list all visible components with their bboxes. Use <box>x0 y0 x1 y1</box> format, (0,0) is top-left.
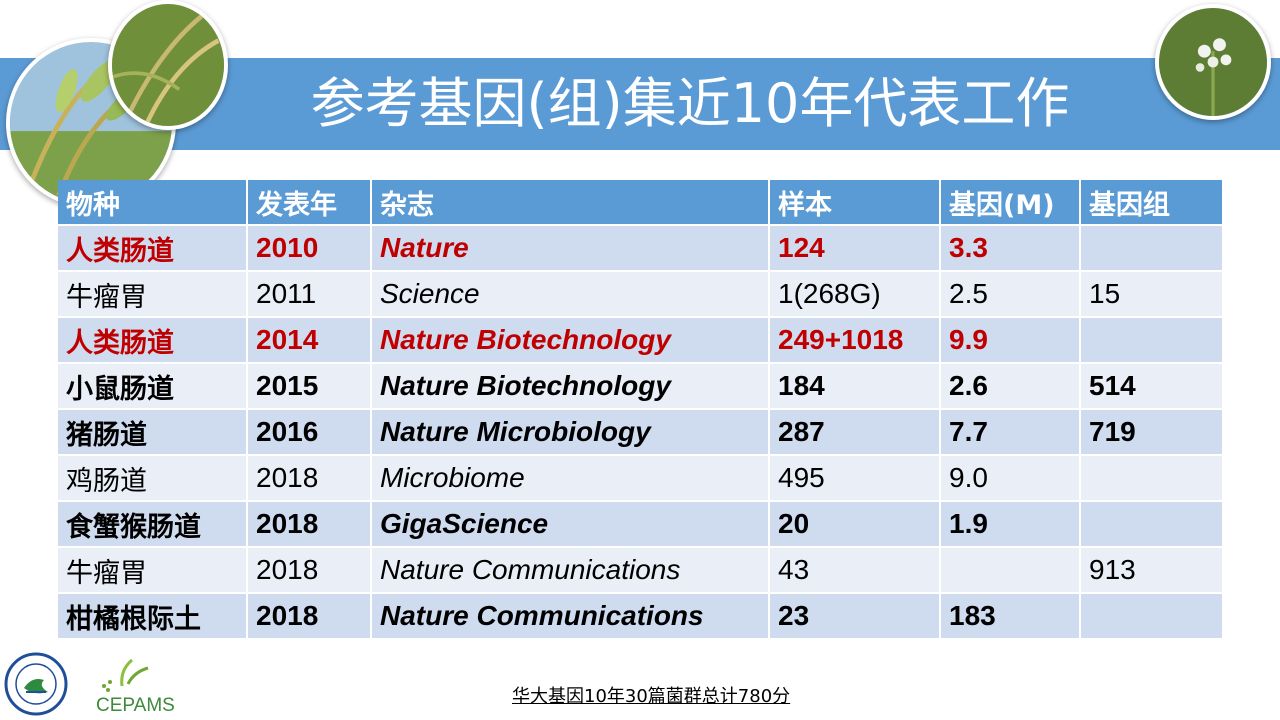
cell-year: 2015 <box>248 364 370 408</box>
rice-photo <box>108 0 228 130</box>
table-header-row: 物种 发表年 杂志 样本 基因(M) 基因组 <box>58 180 1222 224</box>
cell-genomes: 719 <box>1081 410 1222 454</box>
cell-genes <box>941 548 1079 592</box>
table-row: 牛瘤胃 2018 Nature Communications 43 913 <box>58 548 1222 592</box>
cell-year: 2010 <box>248 226 370 270</box>
cell-year: 2016 <box>248 410 370 454</box>
cell-journal: Nature Biotechnology <box>372 364 768 408</box>
cell-year: 2018 <box>248 548 370 592</box>
header-genes: 基因(M) <box>941 180 1079 224</box>
header-samples: 样本 <box>770 180 939 224</box>
cell-genomes <box>1081 502 1222 546</box>
cell-samples: 184 <box>770 364 939 408</box>
header-genomes: 基因组 <box>1081 180 1222 224</box>
cepams-logo <box>92 656 164 718</box>
cell-species: 鸡肠道 <box>58 456 246 500</box>
cell-journal: Nature <box>372 226 768 270</box>
cell-samples: 124 <box>770 226 939 270</box>
cell-species: 柑橘根际土 <box>58 594 246 638</box>
footnote: 华大基因10年30篇菌群总计780分 <box>512 686 791 707</box>
cell-samples: 495 <box>770 456 939 500</box>
table-row: 食蟹猴肠道 2018 GigaScience 20 1.9 <box>58 502 1222 546</box>
cell-species: 牛瘤胃 <box>58 272 246 316</box>
cepams-logo-text: CEPAMS <box>96 695 175 716</box>
header-journal: 杂志 <box>372 180 768 224</box>
caas-logo <box>4 652 68 716</box>
cell-genes: 3.3 <box>941 226 1079 270</box>
cell-genomes: 514 <box>1081 364 1222 408</box>
cell-genomes: 15 <box>1081 272 1222 316</box>
cell-journal: Microbiome <box>372 456 768 500</box>
flower-photo <box>1155 4 1271 120</box>
cell-journal: Nature Biotechnology <box>372 318 768 362</box>
header-year: 发表年 <box>248 180 370 224</box>
reference-gene-table: 物种 发表年 杂志 样本 基因(M) 基因组 人类肠道 2010 Nature 124… <box>56 178 1224 640</box>
cell-year: 2011 <box>248 272 370 316</box>
cell-year: 2014 <box>248 318 370 362</box>
cell-genomes <box>1081 594 1222 638</box>
cell-journal: Nature Microbiology <box>372 410 768 454</box>
table-row: 猪肠道 2016 Nature Microbiology 287 7.7 719 <box>58 410 1222 454</box>
cell-species: 小鼠肠道 <box>58 364 246 408</box>
cell-genomes <box>1081 318 1222 362</box>
cell-species: 牛瘤胃 <box>58 548 246 592</box>
cell-species: 食蟹猴肠道 <box>58 502 246 546</box>
cell-year: 2018 <box>248 502 370 546</box>
cell-genes: 9.9 <box>941 318 1079 362</box>
cell-samples: 249+1018 <box>770 318 939 362</box>
table-row: 牛瘤胃 2011 Science 1(268G) 2.5 15 <box>58 272 1222 316</box>
table-body: 人类肠道 2010 Nature 124 3.3 牛瘤胃 2011 Science 1(268G… <box>58 226 1222 638</box>
table-row: 鸡肠道 2018 Microbiome 495 9.0 <box>58 456 1222 500</box>
cell-samples: 287 <box>770 410 939 454</box>
cell-genes: 9.0 <box>941 456 1079 500</box>
slide-title: 参考基因(组)集近10年代表工作 <box>310 72 1070 135</box>
cell-species: 猪肠道 <box>58 410 246 454</box>
cell-journal: Science <box>372 272 768 316</box>
cell-genes: 1.9 <box>941 502 1079 546</box>
cell-journal: GigaScience <box>372 502 768 546</box>
cell-samples: 23 <box>770 594 939 638</box>
table-row: 小鼠肠道 2015 Nature Biotechnology 184 2.6 514 <box>58 364 1222 408</box>
cell-year: 2018 <box>248 456 370 500</box>
cell-genes: 2.6 <box>941 364 1079 408</box>
cell-samples: 43 <box>770 548 939 592</box>
cell-journal: Nature Communications <box>372 594 768 638</box>
cell-samples: 20 <box>770 502 939 546</box>
cell-samples: 1(268G) <box>770 272 939 316</box>
cell-genomes: 913 <box>1081 548 1222 592</box>
cell-genomes <box>1081 226 1222 270</box>
table-row: 人类肠道 2010 Nature 124 3.3 <box>58 226 1222 270</box>
cell-genes: 7.7 <box>941 410 1079 454</box>
table-row: 柑橘根际土 2018 Nature Communications 23 183 <box>58 594 1222 638</box>
table-row: 人类肠道 2014 Nature Biotechnology 249+1018 9.9 <box>58 318 1222 362</box>
cell-journal: Nature Communications <box>372 548 768 592</box>
cell-year: 2018 <box>248 594 370 638</box>
cell-genomes <box>1081 456 1222 500</box>
cell-genes: 183 <box>941 594 1079 638</box>
cell-species: 人类肠道 <box>58 318 246 362</box>
cell-species: 人类肠道 <box>58 226 246 270</box>
cell-genes: 2.5 <box>941 272 1079 316</box>
header-species: 物种 <box>58 180 246 224</box>
